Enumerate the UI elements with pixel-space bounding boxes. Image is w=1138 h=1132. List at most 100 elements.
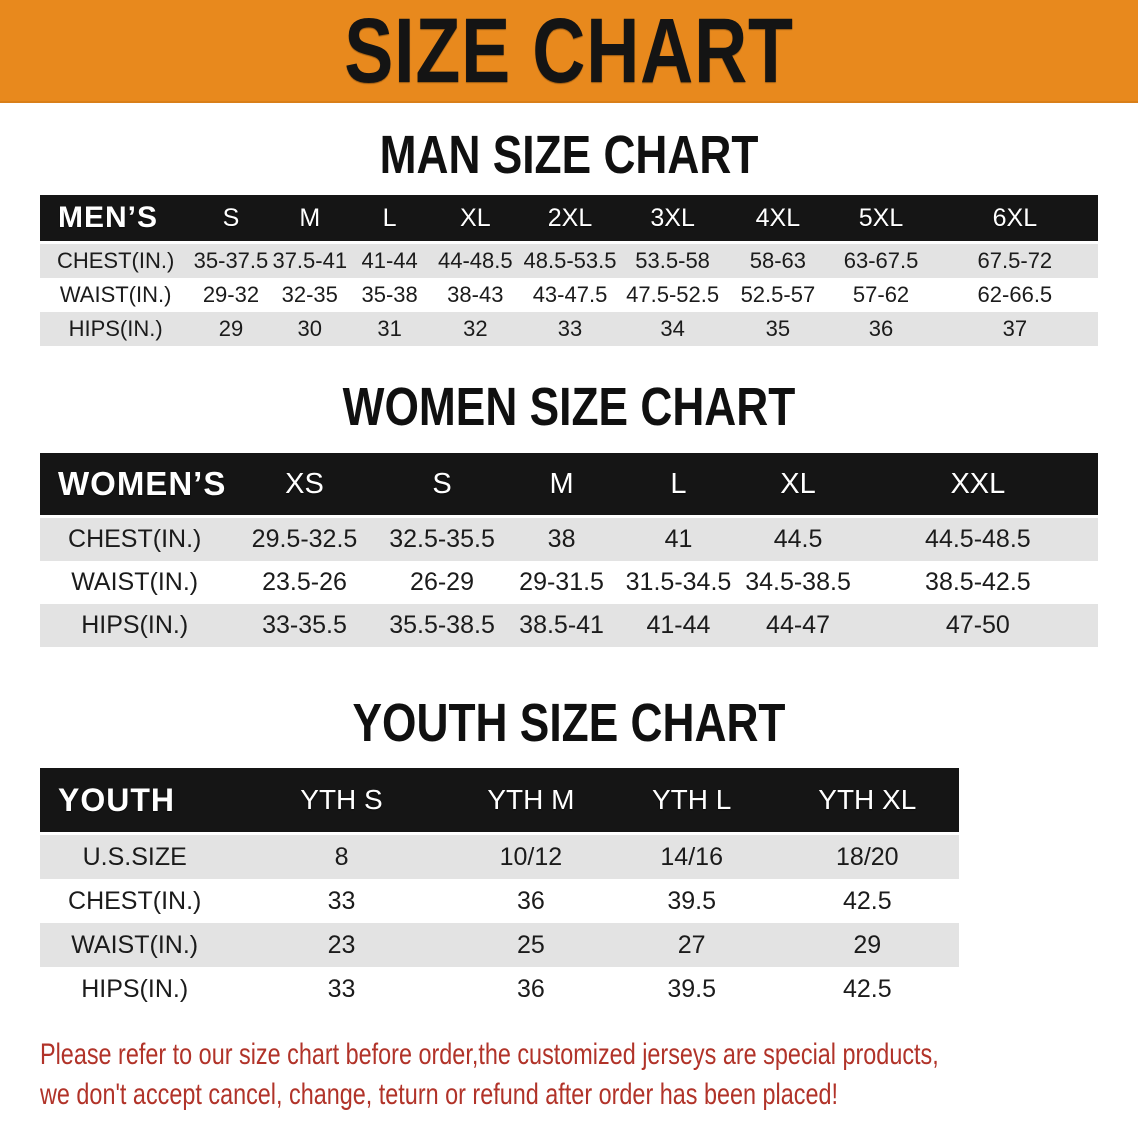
header-gap-cell bbox=[40, 832, 1098, 835]
measurement-row: HIPS(IN.) 33 36 39.5 42.5 bbox=[40, 967, 1098, 1011]
size-value-cell: 23.5-26 bbox=[262, 568, 347, 596]
youth-section-title-text: YOUTH SIZE CHART bbox=[352, 693, 786, 753]
disclaimer-line-2-text: we don't accept cancel, change, teturn o… bbox=[40, 1078, 838, 1111]
size-value-cell: 58-63 bbox=[749, 248, 807, 273]
size-column-header: 5XL bbox=[858, 203, 904, 232]
size-value-cell: 33 bbox=[557, 316, 583, 341]
women-size-table-container: WOMEN’S XS S M L XL XXL CHEST(IN.) 29.5-32.5 32.5… bbox=[40, 453, 1098, 647]
measurement-row: WAIST(IN.) 29-32 32-35 35-38 38-43 43-47.5 47.… bbox=[40, 278, 1098, 312]
size-value-cell: 41-44 bbox=[361, 248, 418, 273]
measurement-row-label: U.S.SIZE bbox=[82, 842, 187, 871]
men-section-title-text: MAN SIZE CHART bbox=[379, 125, 759, 185]
measurement-row-label: WAIST(IN.) bbox=[59, 282, 172, 307]
size-value-cell: 47-50 bbox=[945, 611, 1010, 639]
measurement-row-label: HIPS(IN.) bbox=[81, 611, 189, 639]
size-value-cell: 36 bbox=[516, 886, 545, 915]
men-section-title: MAN SIZE CHART bbox=[0, 127, 1138, 183]
size-value-cell: 42.5 bbox=[842, 974, 892, 1003]
measurement-row-label: CHEST(IN.) bbox=[56, 248, 175, 273]
size-value-cell: 48.5-53.5 bbox=[523, 248, 617, 273]
size-column-header: XS bbox=[285, 467, 324, 500]
size-value-cell: 32 bbox=[463, 316, 488, 341]
size-value-cell: 34 bbox=[660, 316, 685, 341]
measurement-row-label: CHEST(IN.) bbox=[68, 886, 202, 915]
size-value-cell: 33 bbox=[327, 974, 356, 1003]
size-value-cell: 8 bbox=[334, 842, 349, 871]
size-value-cell: 33 bbox=[327, 886, 356, 915]
header-gap-cell bbox=[40, 515, 1098, 518]
women-section-title: WOMEN SIZE CHART bbox=[0, 379, 1138, 435]
measurement-row: U.S.SIZE 8 10/12 14/16 18/20 bbox=[40, 835, 1098, 879]
size-column-header: S bbox=[432, 467, 452, 500]
size-value-cell: 35 bbox=[765, 316, 791, 341]
disclaimer-line-1-text: Please refer to our size chart before or… bbox=[40, 1038, 939, 1071]
size-value-cell: 41-44 bbox=[646, 611, 711, 639]
youth-size-table: YOUTH YTH S YTH M YTH L YTH XL U.S.SIZE 8 10/12… bbox=[40, 768, 1098, 1011]
size-value-cell: 38-43 bbox=[447, 282, 504, 307]
size-column-header: YTH XL bbox=[818, 784, 917, 815]
table-corner-label: WOMEN’S bbox=[58, 465, 227, 502]
size-value-cell: 26-29 bbox=[410, 568, 474, 596]
size-column-header: YTH S bbox=[300, 784, 383, 815]
header-gap-cell bbox=[40, 241, 1098, 244]
men-size-table-container: MEN’S S M L XL 2XL 3XL 4XL 5XL 6XL CHEST(IN.) 35-37… bbox=[40, 195, 1098, 346]
measurement-row: CHEST(IN.) 29.5-32.5 32.5-35.5 38 41 44.5 44.5… bbox=[40, 518, 1098, 561]
size-column-header: 6XL bbox=[992, 203, 1038, 232]
size-column-header: 4XL bbox=[755, 203, 801, 232]
size-value-cell: 36 bbox=[516, 974, 545, 1003]
measurement-row-label: WAIST(IN.) bbox=[71, 930, 199, 959]
size-column-header: L bbox=[670, 467, 687, 500]
size-value-cell: 43-47.5 bbox=[532, 282, 608, 307]
table-corner-label: MEN’S bbox=[58, 201, 159, 234]
size-column-header: 3XL bbox=[650, 203, 695, 232]
banner: SIZE CHART bbox=[0, 0, 1138, 103]
size-value-cell: 32.5-35.5 bbox=[389, 525, 495, 553]
size-value-cell: 52.5-57 bbox=[740, 282, 816, 307]
size-value-cell: 35.5-38.5 bbox=[389, 611, 495, 639]
size-value-cell: 38.5-41 bbox=[519, 611, 604, 639]
size-column-header: XL bbox=[460, 203, 491, 232]
size-value-cell: 29-31.5 bbox=[519, 568, 604, 596]
size-value-cell: 35-37.5 bbox=[193, 248, 269, 273]
size-value-cell: 44.5-48.5 bbox=[925, 525, 1031, 553]
size-value-cell: 44-47 bbox=[766, 611, 830, 639]
youth-size-table-container: YOUTH YTH S YTH M YTH L YTH XL U.S.SIZE 8 10/12… bbox=[40, 768, 1098, 1011]
disclaimer-line-2: we don't accept cancel, change, teturn o… bbox=[40, 1075, 1138, 1115]
size-value-cell: 10/12 bbox=[499, 842, 563, 871]
header-gap bbox=[40, 832, 1098, 835]
measurement-row: WAIST(IN.) 23 25 27 29 bbox=[40, 923, 1098, 967]
measurement-row: CHEST(IN.) 35-37.5 37.5-41 41-44 44-48.5 48.5… bbox=[40, 244, 1098, 278]
table-header-row: YOUTH YTH S YTH M YTH L YTH XL bbox=[40, 768, 1098, 832]
size-value-cell: 29 bbox=[218, 316, 244, 341]
measurement-row: CHEST(IN.) 33 36 39.5 42.5 bbox=[40, 879, 1098, 923]
men-size-table: MEN’S S M L XL 2XL 3XL 4XL 5XL 6XL CHEST(IN.) 35-37… bbox=[40, 195, 1098, 346]
size-column-header: YTH M bbox=[487, 784, 575, 815]
measurement-row-label: HIPS(IN.) bbox=[68, 316, 163, 341]
table-corner-label: YOUTH bbox=[58, 781, 175, 818]
size-value-cell: 38.5-42.5 bbox=[925, 568, 1031, 596]
size-value-cell: 30 bbox=[297, 316, 322, 341]
size-column-header: S bbox=[222, 203, 240, 232]
size-value-cell: 63-67.5 bbox=[843, 248, 919, 273]
size-column-header: XL bbox=[780, 467, 816, 500]
size-value-cell: 37 bbox=[1002, 316, 1028, 341]
size-value-cell: 27 bbox=[677, 930, 706, 959]
size-column-header: M bbox=[299, 203, 321, 232]
size-value-cell: 44.5 bbox=[773, 525, 823, 553]
size-value-cell: 34.5-38.5 bbox=[745, 568, 851, 596]
banner-title: SIZE CHART bbox=[344, 0, 794, 102]
women-section-title-text: WOMEN SIZE CHART bbox=[342, 377, 796, 437]
table-header-row: WOMEN’S XS S M L XL XXL bbox=[40, 453, 1098, 515]
size-column-header: YTH L bbox=[652, 784, 732, 815]
size-value-cell: 42.5 bbox=[842, 886, 892, 915]
size-value-cell: 39.5 bbox=[667, 886, 717, 915]
measurement-row: HIPS(IN.) 29 30 31 32 33 34 35 36 37 bbox=[40, 312, 1098, 346]
size-value-cell: 29.5-32.5 bbox=[251, 525, 358, 553]
size-value-cell: 47.5-52.5 bbox=[626, 282, 720, 307]
size-value-cell: 44-48.5 bbox=[438, 248, 513, 273]
size-value-cell: 53.5-58 bbox=[635, 248, 710, 273]
size-value-cell: 62-66.5 bbox=[977, 282, 1053, 307]
size-value-cell: 18/20 bbox=[836, 842, 899, 871]
size-value-cell: 31.5-34.5 bbox=[625, 568, 732, 596]
size-value-cell: 29-32 bbox=[202, 282, 260, 307]
